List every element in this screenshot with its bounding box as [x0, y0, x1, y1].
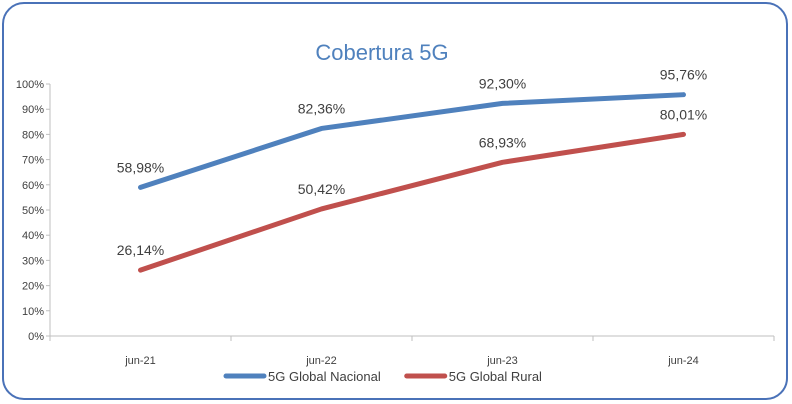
data-point — [683, 94, 684, 96]
data-point — [502, 161, 503, 163]
y-tick-label: 90% — [22, 104, 44, 116]
data-label: 58,98% — [117, 159, 164, 175]
legend-label: 5G Global Rural — [449, 369, 542, 384]
data-label: 50,42% — [298, 181, 345, 197]
data-point — [321, 127, 322, 129]
y-tick-label: 100% — [16, 79, 44, 91]
x-tick-label: jun-22 — [305, 355, 337, 367]
data-label: 68,93% — [479, 134, 526, 150]
y-tick-label: 30% — [22, 255, 44, 267]
chart-title: Cobertura 5G — [315, 40, 448, 65]
legend-label: 5G Global Nacional — [268, 369, 381, 384]
legend: 5G Global Nacional 5G Global Rural — [223, 369, 542, 384]
x-tick-label: jun-21 — [124, 355, 156, 367]
series-layer — [138, 92, 686, 273]
x-tick-label: jun-23 — [486, 355, 518, 367]
series-line-1 — [138, 92, 686, 190]
chart-frame: Cobertura 5G 0% 10% 20% 30% 40% 50% 60% 70% 80% 9… — [2, 2, 788, 400]
data-point — [683, 133, 684, 135]
y-tick-label: 0% — [28, 331, 44, 343]
data-point — [140, 186, 141, 188]
x-tick-label: jun-24 — [667, 355, 699, 367]
y-tick-label: 60% — [22, 180, 44, 192]
data-label: 26,14% — [117, 242, 164, 258]
y-tick-label: 50% — [22, 205, 44, 217]
y-tick-label: 70% — [22, 155, 44, 167]
axes: 0% 10% 20% 30% 40% 50% 60% 70% 80% 90% 100% jun-21 j… — [16, 79, 775, 367]
data-labels: 58,98% 82,36% 92,30% 95,76% 26,14% 50,42% 68,9… — [117, 67, 707, 258]
data-label: 80,01% — [660, 106, 707, 122]
y-tick-label: 20% — [22, 281, 44, 293]
data-point — [140, 269, 141, 271]
y-tick-label: 80% — [22, 129, 44, 141]
data-point — [502, 102, 503, 104]
line-chart: Cobertura 5G 0% 10% 20% 30% 40% 50% 60% 70% 80% 9… — [16, 40, 775, 384]
data-label: 95,76% — [660, 67, 707, 83]
data-label: 92,30% — [479, 75, 526, 91]
y-tick-label: 40% — [22, 230, 44, 242]
series-line-2 — [138, 131, 686, 273]
data-point — [321, 208, 322, 210]
data-label: 82,36% — [298, 100, 345, 116]
y-tick-label: 10% — [22, 306, 44, 318]
